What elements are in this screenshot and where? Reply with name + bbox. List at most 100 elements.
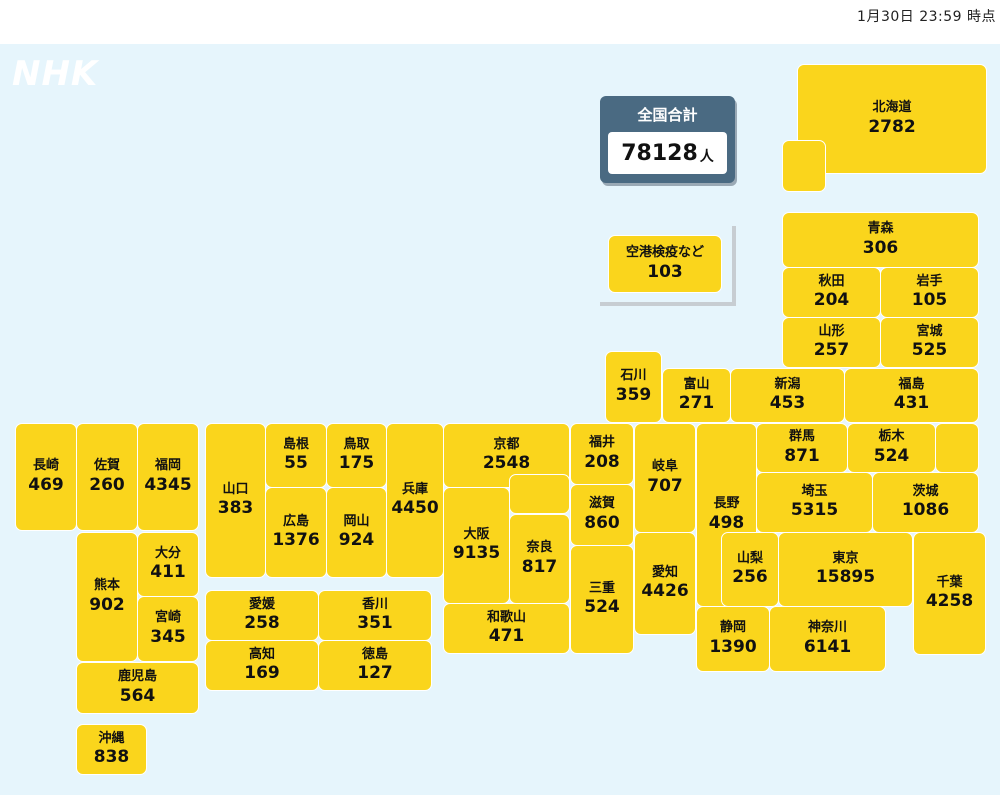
tile-name: 宮崎 xyxy=(154,610,181,626)
tile-chiba[interactable]: 千葉 4258 xyxy=(913,532,986,655)
tile-value: 55 xyxy=(284,453,308,473)
tile-name: 長野 xyxy=(713,496,740,512)
tile-name: 岐阜 xyxy=(651,459,678,475)
tile-toyama[interactable]: 富山 271 xyxy=(662,368,731,423)
tile-value: 431 xyxy=(893,393,930,413)
tile-shimane[interactable]: 島根 55 xyxy=(265,423,327,488)
tile-nagasaki[interactable]: 長崎 469 xyxy=(15,423,77,531)
tile-value: 564 xyxy=(119,685,156,706)
tile-name: 富山 xyxy=(683,376,710,392)
tile-okayama[interactable]: 岡山 924 xyxy=(326,487,387,578)
tile-kagawa[interactable]: 香川 351 xyxy=(318,590,432,641)
tile-name: 福岡 xyxy=(154,458,181,474)
tile-kyoto-part[interactable] xyxy=(509,474,570,514)
tile-kagoshima[interactable]: 鹿児島 564 xyxy=(76,662,199,714)
tile-name: 北海道 xyxy=(872,100,912,116)
tile-value: 5315 xyxy=(790,500,839,520)
tile-nara[interactable]: 奈良 817 xyxy=(509,514,570,604)
tile-value: 902 xyxy=(89,594,125,615)
tile-akita[interactable]: 秋田 204 xyxy=(782,267,881,318)
tile-name: 広島 xyxy=(282,513,309,529)
tile-value: 924 xyxy=(338,530,375,550)
tile-gunma[interactable]: 群馬 871 xyxy=(756,423,848,473)
tile-kumamoto[interactable]: 熊本 902 xyxy=(76,532,138,662)
tile-aomori[interactable]: 青森 306 xyxy=(782,212,979,268)
tile-ibaraki-part[interactable] xyxy=(935,423,979,473)
tile-name: 京都 xyxy=(493,436,520,452)
tile-tokyo[interactable]: 東京 15895 xyxy=(778,532,913,607)
tile-name: 和歌山 xyxy=(486,609,526,625)
tile-value: 260 xyxy=(89,474,125,495)
tile-airport[interactable]: 空港検疫など 103 xyxy=(608,235,722,293)
tile-iwate[interactable]: 岩手 105 xyxy=(880,267,979,318)
tile-value: 2782 xyxy=(868,116,916,137)
tile-miyagi[interactable]: 宮城 525 xyxy=(880,317,979,368)
tile-name: 福井 xyxy=(588,435,615,451)
tile-value: 1376 xyxy=(272,530,320,550)
tile-name: 島根 xyxy=(282,436,309,452)
tile-value: 860 xyxy=(584,512,620,533)
tile-name: 鹿児島 xyxy=(117,669,157,685)
tile-kyoto[interactable]: 京都 2548 xyxy=(443,423,570,488)
tile-value: 103 xyxy=(647,261,683,282)
tile-name: 佐賀 xyxy=(93,458,120,474)
tile-hokkaido[interactable]: 北海道 2782 xyxy=(797,64,987,174)
tile-ehime[interactable]: 愛媛 258 xyxy=(205,590,319,641)
tile-aichi[interactable]: 愛知 4426 xyxy=(634,532,696,635)
tile-value: 257 xyxy=(813,340,850,360)
tile-shiga[interactable]: 滋賀 860 xyxy=(570,484,634,546)
tile-kanagawa[interactable]: 神奈川 6141 xyxy=(769,606,886,672)
tile-yamagata[interactable]: 山形 257 xyxy=(782,317,881,368)
tile-tokushima[interactable]: 徳島 127 xyxy=(318,640,432,691)
tile-gifu[interactable]: 岐阜 707 xyxy=(634,423,696,533)
tile-value: 4345 xyxy=(144,474,192,495)
tile-name: 埼玉 xyxy=(801,483,828,499)
tile-ibaraki[interactable]: 茨城 1086 xyxy=(872,472,979,533)
tile-hokkaido-part[interactable] xyxy=(782,140,826,192)
tile-name: 青森 xyxy=(867,221,894,237)
tile-name: 群馬 xyxy=(788,429,815,445)
tile-ishikawa[interactable]: 石川 359 xyxy=(605,351,662,423)
tile-hiroshima[interactable]: 広島 1376 xyxy=(265,487,327,578)
tile-yamanashi[interactable]: 山梨 256 xyxy=(721,532,779,607)
tile-oita[interactable]: 大分 411 xyxy=(137,532,199,597)
tile-name: 石川 xyxy=(620,368,647,384)
tile-yamaguchi[interactable]: 山口 383 xyxy=(205,423,266,578)
tile-hyogo[interactable]: 兵庫 4450 xyxy=(386,423,444,578)
tile-value: 817 xyxy=(521,556,558,577)
tile-value: 105 xyxy=(911,290,948,310)
tile-name: 千葉 xyxy=(936,574,963,590)
tile-osaka[interactable]: 大阪 9135 xyxy=(443,487,510,604)
tile-kochi[interactable]: 高知 169 xyxy=(205,640,319,691)
national-total-label: 全国合計 xyxy=(637,106,698,124)
tile-value: 175 xyxy=(338,453,375,473)
tile-fukuoka[interactable]: 福岡 4345 xyxy=(137,423,199,531)
tile-value: 4426 xyxy=(641,581,689,601)
tile-value: 351 xyxy=(357,613,393,633)
national-total-unit: 人 xyxy=(699,149,714,165)
tile-name: 空港検疫など xyxy=(625,245,704,261)
tile-name: 岡山 xyxy=(343,513,370,529)
tile-fukui[interactable]: 福井 208 xyxy=(570,423,634,485)
tile-mie[interactable]: 三重 524 xyxy=(570,545,634,654)
tile-saitama[interactable]: 埼玉 5315 xyxy=(756,472,873,533)
tile-okinawa[interactable]: 沖縄 838 xyxy=(76,724,147,775)
tile-fukushima[interactable]: 福島 431 xyxy=(844,368,979,423)
tile-name: 栃木 xyxy=(878,429,905,445)
tile-niigata[interactable]: 新潟 453 xyxy=(730,368,845,423)
tile-tottori[interactable]: 鳥取 175 xyxy=(326,423,387,488)
tile-name: 三重 xyxy=(588,580,615,596)
tile-name: 新潟 xyxy=(774,376,801,392)
tile-value: 359 xyxy=(615,384,652,405)
tile-value: 524 xyxy=(873,445,910,466)
tile-miyazaki[interactable]: 宮崎 345 xyxy=(137,596,199,662)
tile-name: 沖縄 xyxy=(98,730,125,746)
tile-tochigi[interactable]: 栃木 524 xyxy=(847,423,936,473)
tile-shizuoka[interactable]: 静岡 1390 xyxy=(696,606,770,672)
tile-name: 静岡 xyxy=(719,620,746,636)
tile-value: 471 xyxy=(488,626,525,646)
tile-value: 411 xyxy=(150,562,186,582)
tile-saga[interactable]: 佐賀 260 xyxy=(76,423,138,531)
tile-value: 469 xyxy=(28,474,64,495)
tile-wakayama[interactable]: 和歌山 471 xyxy=(443,603,570,654)
